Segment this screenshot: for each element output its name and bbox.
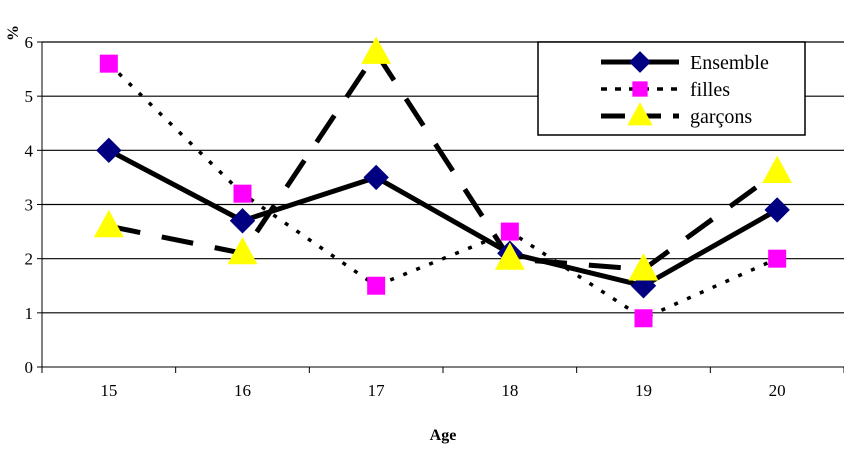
- data-point: [233, 184, 252, 203]
- series-line: [108, 50, 779, 272]
- y-tick-label: 3: [25, 196, 34, 215]
- legend: Ensemble filles garçons: [537, 41, 806, 136]
- series-2: [108, 50, 779, 272]
- series-markers-2: [93, 36, 793, 281]
- legend-marker: [632, 81, 648, 97]
- x-tick-label: 18: [501, 381, 518, 400]
- legend-label: Ensemble: [690, 52, 769, 74]
- series-line: [107, 148, 779, 289]
- legend-marker: [629, 51, 651, 73]
- data-point: [628, 253, 659, 281]
- data-point: [96, 137, 122, 164]
- series-1: [107, 62, 778, 320]
- data-point: [764, 197, 790, 223]
- y-tick-label: 5: [25, 87, 34, 106]
- legend-label: garçons: [690, 106, 752, 128]
- x-ticks: 15 16 17 18 19 20: [41, 367, 844, 400]
- y-axis-title: %: [5, 25, 22, 41]
- data-point: [762, 155, 793, 184]
- data-point: [494, 242, 525, 270]
- data-point: [229, 208, 256, 234]
- series-layer: [93, 36, 793, 328]
- data-point: [634, 309, 653, 328]
- y-tick-label: 4: [25, 141, 34, 160]
- data-point: [93, 209, 124, 238]
- x-tick-label: 19: [635, 381, 652, 400]
- series-line: [107, 62, 778, 320]
- x-tick-label: 20: [769, 381, 786, 400]
- x-axis-title: Age: [430, 427, 457, 444]
- data-point: [227, 237, 258, 265]
- y-tick-label: 0: [25, 358, 34, 377]
- data-point: [99, 54, 118, 73]
- legend-item: Ensemble: [601, 51, 769, 74]
- x-tick-label: 17: [368, 381, 386, 400]
- y-tick-label: 1: [25, 304, 34, 323]
- data-point: [768, 249, 787, 268]
- data-point: [361, 36, 392, 64]
- legend-label: filles: [690, 79, 730, 101]
- data-point: [500, 222, 519, 241]
- legend-marker: [627, 102, 653, 126]
- x-tick-label: 15: [100, 381, 117, 400]
- y-tick-label: 2: [25, 250, 34, 269]
- legend-item: filles: [601, 79, 730, 101]
- y-ticks: 0 1 2 3 4 5 6: [25, 33, 42, 377]
- data-point: [363, 164, 389, 191]
- data-point: [367, 276, 386, 295]
- series-0: [107, 148, 779, 289]
- y-tick-label: 6: [25, 33, 34, 52]
- series-markers-1: [99, 54, 787, 328]
- legend-item: garçons: [601, 102, 752, 128]
- x-tick-label: 16: [234, 381, 251, 400]
